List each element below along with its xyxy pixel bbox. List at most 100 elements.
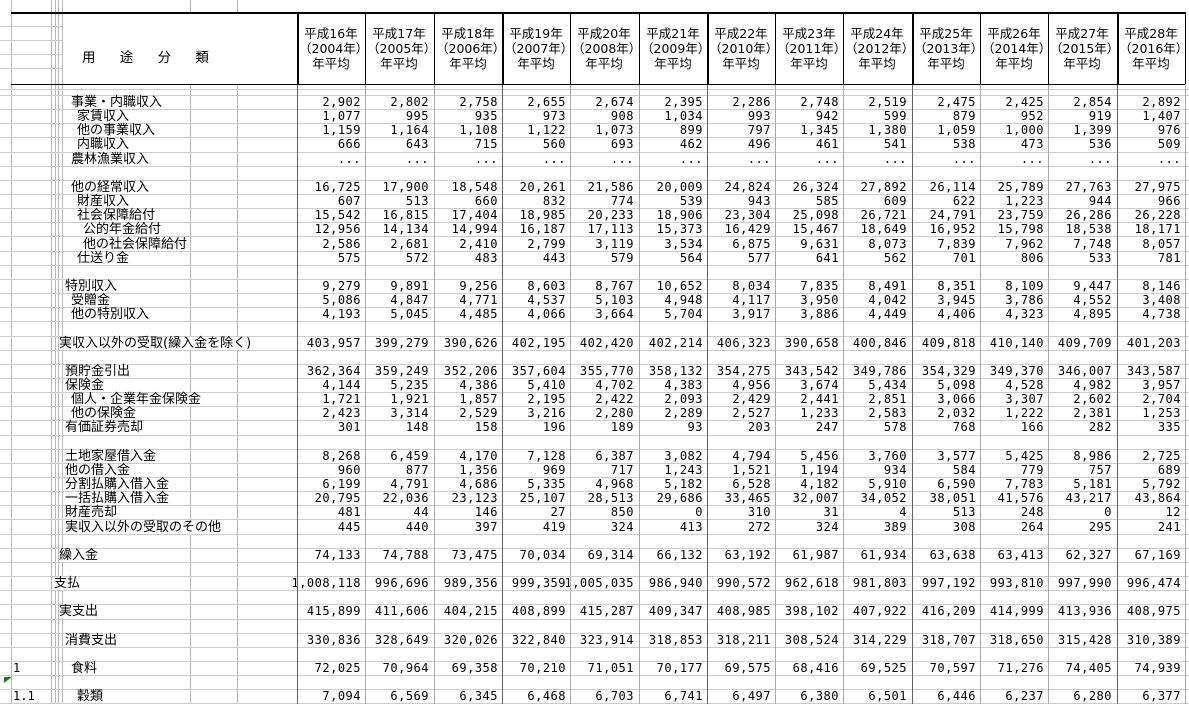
year-column-header[interactable]: 平成20年 （2008年） 年平均 <box>572 13 641 83</box>
value-cell[interactable]: 359,249 <box>374 363 429 378</box>
value-cell[interactable]: 9,631 <box>800 236 839 251</box>
value-cell[interactable]: 1,008,118 <box>291 576 361 591</box>
value-cell[interactable]: 1,721 <box>322 392 361 407</box>
value-cell[interactable]: 315,428 <box>1057 632 1112 647</box>
value-cell[interactable]: 2,395 <box>664 95 703 109</box>
value-cell[interactable]: 28,513 <box>587 491 634 506</box>
value-cell[interactable]: 7,748 <box>1073 236 1112 251</box>
value-cell[interactable]: 2,280 <box>595 406 634 421</box>
value-cell[interactable]: 919 <box>1088 109 1112 124</box>
value-cell[interactable]: 318,707 <box>921 632 976 647</box>
value-cell[interactable]: 1,380 <box>868 123 907 138</box>
value-cell[interactable]: 908 <box>610 109 634 124</box>
value-cell[interactable]: 415,287 <box>579 604 634 619</box>
value-cell[interactable]: 0 <box>695 505 703 520</box>
value-cell[interactable]: 7,783 <box>1005 477 1044 492</box>
value-cell[interactable]: 23,759 <box>997 208 1044 223</box>
value-cell[interactable]: 879 <box>952 109 976 124</box>
value-cell[interactable]: 8,073 <box>868 236 907 251</box>
value-cell[interactable]: 2,748 <box>800 95 839 109</box>
value-cell[interactable]: 2,425 <box>1005 95 1044 109</box>
value-cell[interactable]: 403,957 <box>306 335 361 350</box>
value-cell[interactable]: 203 <box>747 420 771 435</box>
value-cell[interactable]: 21,586 <box>587 179 634 194</box>
row-label-cell[interactable]: 実収入以外の受取のその他 <box>65 520 225 534</box>
value-cell[interactable]: 1,223 <box>1005 194 1044 209</box>
value-cell[interactable]: 23,304 <box>724 208 771 223</box>
value-cell[interactable]: 643 <box>405 137 429 152</box>
value-cell[interactable]: 401,203 <box>1126 335 1181 350</box>
row-label-cell[interactable]: 保険金 <box>65 379 108 392</box>
year-column-header[interactable]: 平成26年 （2014年） 年平均 <box>982 13 1051 83</box>
value-cell[interactable]: 5,456 <box>800 448 839 463</box>
value-cell[interactable]: 4,528 <box>1005 378 1044 392</box>
value-cell[interactable]: 5,098 <box>937 378 976 392</box>
value-cell[interactable]: 4,485 <box>459 307 498 322</box>
value-cell[interactable]: 6,501 <box>868 689 907 704</box>
value-cell[interactable]: 1,059 <box>937 123 976 138</box>
value-cell[interactable]: 6,590 <box>937 477 976 492</box>
value-cell[interactable]: 74,788 <box>382 547 429 562</box>
value-cell[interactable]: 976 <box>1157 123 1181 138</box>
value-cell[interactable]: 6,199 <box>322 477 361 492</box>
value-cell[interactable]: 1,000 <box>1005 123 1044 138</box>
value-cell[interactable]: 358,132 <box>648 363 703 378</box>
value-cell[interactable]: 966 <box>1157 194 1181 209</box>
value-cell[interactable]: 61,934 <box>860 547 907 562</box>
row-label-cell[interactable]: 社会保障給付 <box>77 209 159 223</box>
value-cell[interactable]: 538 <box>952 137 976 152</box>
year-column-header[interactable]: 平成27年 （2015年） 年平均 <box>1050 13 1119 83</box>
value-cell[interactable]: 1,521 <box>732 462 771 477</box>
value-cell[interactable]: 33,465 <box>724 491 771 506</box>
value-cell[interactable]: 1,345 <box>800 123 839 138</box>
value-cell[interactable]: 7,835 <box>800 278 839 293</box>
value-cell[interactable]: 4,117 <box>732 293 771 308</box>
value-cell[interactable]: 27,975 <box>1134 179 1181 194</box>
value-cell[interactable]: 4,193 <box>322 307 361 322</box>
value-cell[interactable]: 6,468 <box>527 689 566 704</box>
row-number-cell[interactable]: 1 <box>13 661 21 675</box>
value-cell[interactable]: 32,007 <box>792 491 839 506</box>
value-cell[interactable]: 533 <box>1088 250 1112 265</box>
value-cell[interactable]: 717 <box>610 462 634 477</box>
row-label-cell[interactable]: 繰入金 <box>59 548 102 562</box>
value-cell[interactable]: 8,603 <box>527 278 566 293</box>
value-cell[interactable]: 960 <box>337 462 361 477</box>
value-cell[interactable]: 1,159 <box>322 123 361 138</box>
value-cell[interactable]: 72,025 <box>314 661 361 675</box>
value-cell[interactable]: ... <box>747 151 771 166</box>
value-cell[interactable]: 74,939 <box>1134 661 1181 675</box>
value-cell[interactable]: 660 <box>474 194 498 209</box>
value-cell[interactable]: 5,410 <box>527 378 566 392</box>
row-label-cell[interactable]: 一括払購入借入金 <box>65 492 173 506</box>
value-cell[interactable]: 20,795 <box>314 491 361 506</box>
value-cell[interactable]: 15,467 <box>792 222 839 237</box>
value-cell[interactable]: 4,956 <box>732 378 771 392</box>
row-label-cell[interactable]: 事業・内職収入 <box>71 96 166 109</box>
value-cell[interactable]: 6,528 <box>732 477 771 492</box>
row-number-cell[interactable]: 1.1 <box>13 689 35 704</box>
value-cell[interactable]: 69,358 <box>451 661 498 675</box>
value-cell[interactable]: 666 <box>337 137 361 152</box>
value-cell[interactable]: 389 <box>883 519 907 534</box>
value-cell[interactable]: 189 <box>610 420 634 435</box>
row-label-cell[interactable]: 仕送り金 <box>77 251 133 265</box>
value-cell[interactable]: 4,847 <box>390 293 429 308</box>
value-cell[interactable]: 5,425 <box>1005 448 1044 463</box>
value-cell[interactable]: 8,268 <box>322 448 361 463</box>
value-cell[interactable]: 20,009 <box>656 179 703 194</box>
value-cell[interactable]: 322,840 <box>511 632 566 647</box>
value-cell[interactable]: 18,649 <box>860 222 907 237</box>
value-cell[interactable]: 5,182 <box>664 477 703 492</box>
value-cell[interactable]: 24,791 <box>929 208 976 223</box>
value-cell[interactable]: 38,051 <box>929 491 976 506</box>
value-cell[interactable]: 990,572 <box>716 576 771 591</box>
value-cell[interactable]: 14,134 <box>382 222 429 237</box>
value-cell[interactable]: 2,032 <box>937 406 976 421</box>
value-cell[interactable]: 6,875 <box>732 236 771 251</box>
value-cell[interactable]: 400,846 <box>852 335 907 350</box>
value-cell[interactable]: 2,602 <box>1073 392 1112 407</box>
value-cell[interactable]: 4,552 <box>1073 293 1112 308</box>
value-cell[interactable]: 995 <box>405 109 429 124</box>
value-cell[interactable]: 2,681 <box>390 236 429 251</box>
